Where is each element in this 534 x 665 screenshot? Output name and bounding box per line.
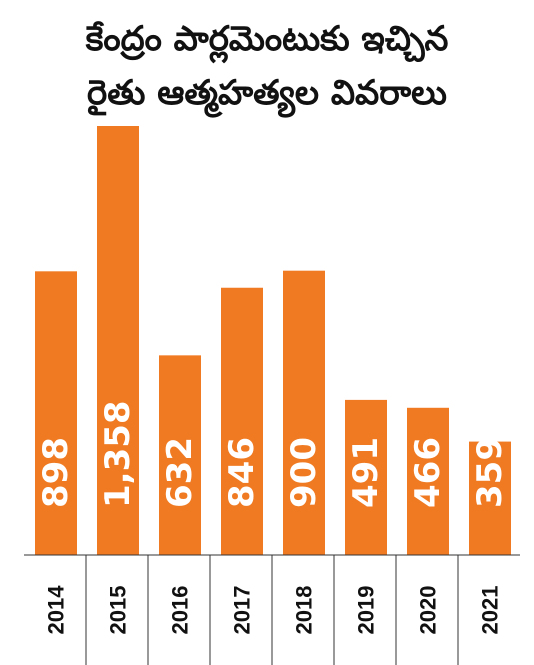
x-tick-label: 2014 <box>44 585 69 635</box>
bar <box>159 355 201 555</box>
x-tick-label: 2020 <box>416 586 441 635</box>
bar <box>345 399 387 555</box>
bar <box>97 126 139 555</box>
value-label: 491 <box>346 437 386 508</box>
value-label: 359 <box>470 437 510 508</box>
value-label: 900 <box>284 437 324 508</box>
x-tick-label: 2016 <box>168 586 193 635</box>
bar <box>35 271 77 555</box>
value-label: 466 <box>408 437 448 508</box>
x-tick-label: 2019 <box>354 586 379 635</box>
value-label: 898 <box>36 437 76 508</box>
chart-title: రైతు ఆత్మహత్యల వివరాలు <box>87 73 447 118</box>
value-label: 846 <box>222 437 262 508</box>
chart-title: కేంద్రం పార్లమెంటుకు ఇచ్చిన <box>85 19 449 64</box>
bar <box>221 287 263 555</box>
bar <box>469 441 511 555</box>
bar <box>283 270 325 555</box>
x-tick-label: 2018 <box>292 586 317 635</box>
x-tick-label: 2017 <box>230 586 255 635</box>
bar <box>407 407 449 555</box>
x-tick-label: 2021 <box>478 586 503 635</box>
x-tick-label: 2015 <box>106 586 131 635</box>
value-label: 1,358 <box>98 400 138 508</box>
value-label: 632 <box>160 437 200 508</box>
